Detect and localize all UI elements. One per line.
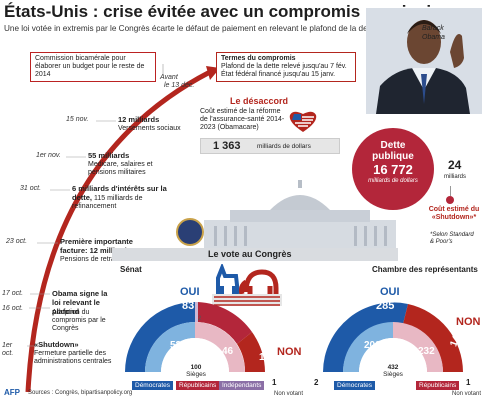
chambre-dem-count: 200 — [364, 340, 381, 351]
event-text: «Shutdown» Fermeture partielle des admini… — [34, 340, 112, 366]
event-text: 12 milliards Versements sociaux — [118, 115, 181, 133]
source-text: Sources : Congrès, bipartisanpolicy.org — [28, 390, 133, 396]
event-text: Obama signe la loi relevant le plafond — [52, 289, 108, 316]
shutdown-line — [450, 186, 451, 196]
event-date: 1er oct. — [2, 342, 14, 357]
senat-seats: 100 Sièges — [186, 364, 206, 378]
nonvotant-label: Non votant — [274, 391, 304, 397]
senat-oui-label: OUI — [180, 286, 200, 298]
senat-rep-count: 46 — [222, 346, 234, 357]
chambre-non-label: NON — [456, 316, 481, 328]
event-text: Adoption du compromis par le Congrès — [52, 309, 106, 332]
event-date: 1er nov. — [36, 152, 61, 159]
desaccord-value-box: 1 363 milliards de dollars — [200, 138, 340, 154]
chambre-oui-count: 285 — [376, 300, 395, 312]
vote-title-bar: Le vote au Congrès — [112, 248, 398, 261]
senat-nonvotant: 1 — [272, 378, 277, 387]
page-title: États-Unis : crise évitée avec un compro… — [4, 2, 448, 21]
termes-box: Termes du compromis Plafond de la dette … — [216, 52, 356, 82]
legend-ind: Indépendants — [219, 381, 265, 390]
event-date: 17 oct. — [2, 290, 24, 297]
senat-label: Sénat — [120, 265, 142, 274]
obama-photo — [366, 8, 482, 114]
senat-oui-count: 83 — [182, 300, 195, 312]
page-subtitle: Une loi votée in extremis par le Congrès… — [4, 24, 377, 33]
chambre-nonvotant-left: 2 — [314, 378, 319, 387]
photo-caption: Barack Obama — [422, 25, 445, 41]
legend-rep: Républicains — [176, 381, 220, 390]
avant-date: Avant le 13 déc. — [160, 74, 195, 89]
heart-flag-icon — [286, 108, 320, 134]
senat-ind-count: 2 — [198, 316, 202, 322]
event-text: 55 milliards Medicare, salaires et pensio… — [88, 151, 153, 177]
chambre-seats: 432 Sièges — [383, 364, 403, 378]
chambre-hemicycle — [323, 302, 463, 372]
chambre-oui-label: OUI — [380, 286, 400, 298]
chambre-rep-count: 232 — [418, 346, 435, 357]
nonvotant-label: Non votant — [452, 391, 482, 397]
dette-circle: Dette publique 16 772 milliards de dolla… — [352, 128, 434, 210]
senat-non-label: NON — [277, 346, 302, 358]
shutdown-unit: milliards — [444, 174, 467, 180]
event-date: 31 oct. — [20, 185, 42, 192]
chambre-label: Chambre des représentants — [372, 265, 478, 274]
donkey-elephant-icon — [212, 264, 282, 306]
desaccord-title: Le désaccord — [230, 96, 289, 106]
shutdown-label: Coût estimé du «Shutdown»* — [428, 206, 480, 221]
commission-box: Commission bicamérale pour élaborer un b… — [30, 52, 156, 82]
senat-non-count: 16 — [259, 352, 271, 363]
event-date: 16 oct. — [2, 305, 24, 312]
event-date: 23 oct. — [6, 238, 28, 245]
chambre-nonvotant-right: 1 — [466, 378, 471, 387]
shutdown-note: *Selon Standard & Poor's — [430, 232, 474, 245]
event-text: Première importante facture: 12 milliard… — [60, 237, 133, 264]
shutdown-value: 24 — [448, 158, 462, 172]
afp-logo: AFP — [4, 388, 20, 397]
legend-dem: Démocrates — [132, 381, 174, 390]
shutdown-dot — [446, 196, 454, 204]
legend-dem: Démocrates — [334, 381, 376, 390]
senat-hemicycle — [125, 301, 265, 372]
event-date: 15 nov. — [66, 116, 89, 123]
event-text: 6 milliards d'intérêts sur la dette, 115… — [72, 184, 167, 211]
senat-dem-count: 52 — [170, 340, 182, 351]
desaccord-text: Coût estimé de la réforme de l'assurance… — [200, 108, 285, 131]
legend-rep: Républicains — [416, 381, 460, 390]
congress-seal-icon — [176, 218, 204, 246]
capitol-illustration — [204, 180, 396, 250]
